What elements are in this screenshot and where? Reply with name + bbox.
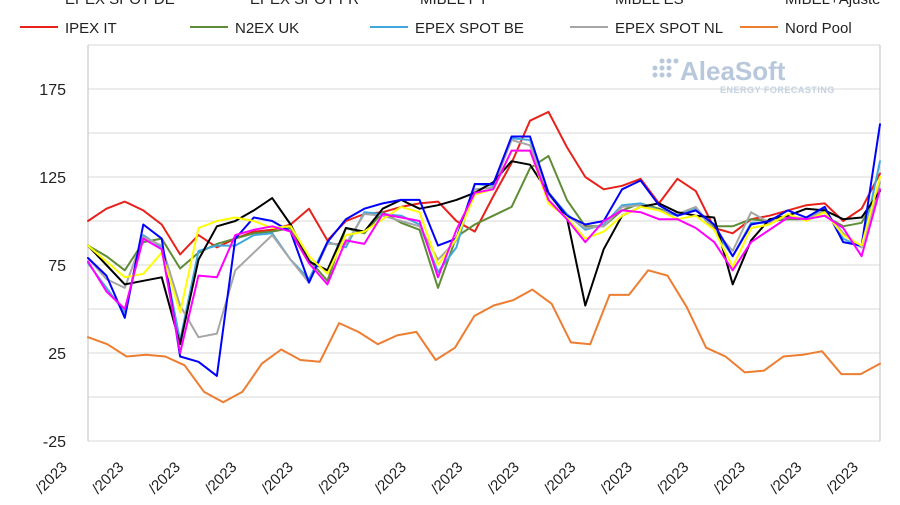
x-tick-label: /2023	[258, 459, 297, 498]
y-tick-label: 25	[48, 346, 66, 363]
x-tick-label: /2023	[767, 459, 806, 498]
x-tick-label: /2023	[202, 459, 241, 498]
series-line-epex-spot-de	[87, 160, 881, 346]
legend-label-epex-spot-nl: EPEX SPOT NL	[615, 20, 723, 37]
legend-label-nord-pool: Nord Pool	[785, 20, 852, 37]
x-tick-label: /2023	[484, 459, 523, 498]
x-tick-label: /2023	[371, 459, 410, 498]
series-line-mibel-es	[87, 149, 881, 354]
logo-dots-icon	[652, 58, 679, 78]
legend-label-mibel-pt: MIBEL PT	[420, 0, 488, 8]
series-line-nord-pool	[87, 269, 881, 404]
y-axis-ticks: -25 25 75 125 175	[39, 82, 66, 451]
x-tick-label: /2023	[89, 459, 128, 498]
x-tick-label: /2023	[710, 459, 749, 498]
legend-label-n2ex-uk: N2EX UK	[235, 20, 299, 37]
x-tick-label: /2023	[145, 459, 184, 498]
y-tick-label: 175	[39, 82, 66, 99]
x-tick-label: /2023	[654, 459, 693, 498]
x-axis-ticks: /2023/2023/2023/2023/2023/2023/2023/2023…	[32, 459, 862, 498]
y-tick-label: 75	[48, 258, 66, 275]
legend-label-epex-spot-be: EPEX SPOT BE	[415, 20, 524, 37]
aleasoft-logo: AleaSoft ENERGY FORECASTING	[652, 56, 835, 95]
legend: EPEX SPOT DE EPEX SPOT FR MIBEL PT MIBEL ES…	[20, 0, 880, 37]
legend-label-mibel-es: MIBEL ES	[615, 0, 684, 8]
x-tick-label: /2023	[428, 459, 467, 498]
x-tick-label: /2023	[315, 459, 354, 498]
series-line-epex-spot-fr	[87, 123, 881, 377]
x-tick-label: /2023	[541, 459, 580, 498]
series-lines	[87, 110, 881, 404]
logo-name: AleaSoft	[680, 56, 786, 86]
y-tick-label: -25	[43, 434, 66, 451]
series-line-epex-spot-nl	[87, 139, 881, 339]
x-tick-label: /2023	[597, 459, 636, 498]
legend-label-mibel-ajuste: MIBEL+Ajuste	[785, 0, 880, 8]
legend-label-epex-spot-de: EPEX SPOT DE	[65, 0, 175, 8]
legend-label-epex-spot-fr: EPEX SPOT FR	[250, 0, 359, 8]
legend-label-ipex-it: IPEX IT	[65, 20, 117, 37]
x-tick-label: /2023	[32, 459, 71, 498]
x-tick-label: /2023	[823, 459, 862, 498]
y-tick-label: 125	[39, 170, 66, 187]
logo-tagline: ENERGY FORECASTING	[720, 85, 835, 95]
series-line-mibel-pt	[87, 149, 881, 314]
